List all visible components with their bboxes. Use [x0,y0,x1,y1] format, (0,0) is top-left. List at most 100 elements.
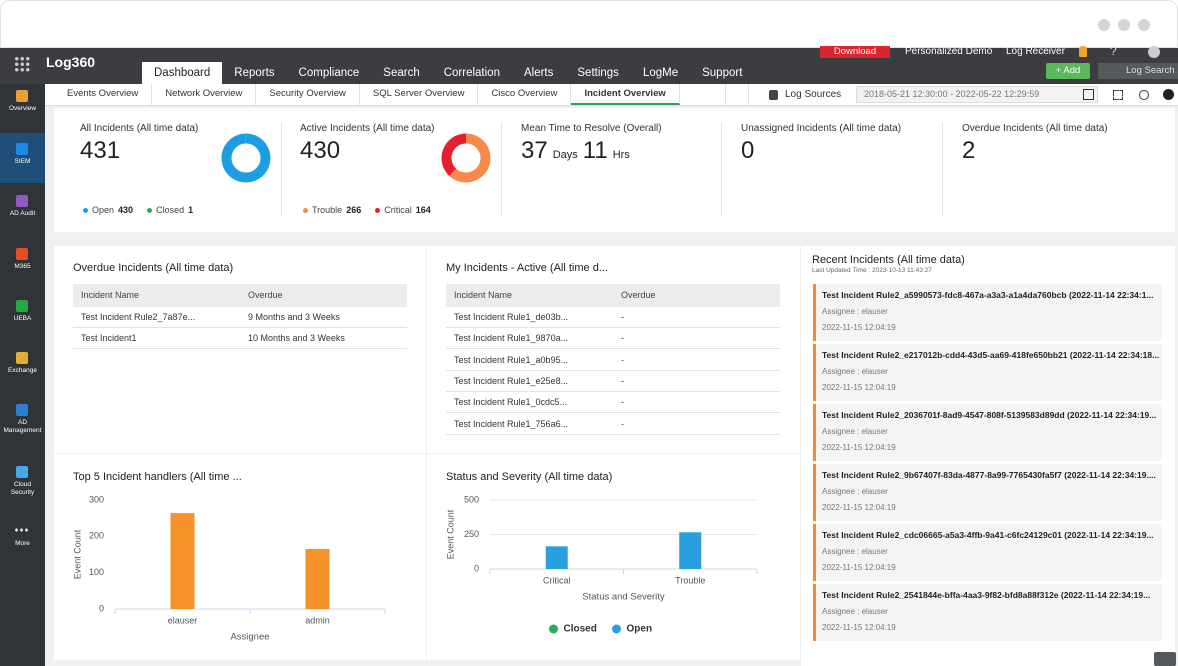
module-icon[interactable] [16,466,28,478]
module-icon[interactable] [16,195,28,207]
incident-card[interactable]: Test Incident Rule2_2036701f-8ad9-4547-8… [813,404,1162,461]
table-cell: Test Incident Rule1_a0b95... [454,354,569,365]
module-icon[interactable] [16,404,28,416]
demo-link[interactable]: Personalized Demo [905,46,993,57]
kpi-separator [281,122,282,217]
incident-assignee: Assignee : elauser [822,427,888,436]
panel-title: My Incidents - Active (All time d... [446,262,608,274]
calendar-icon[interactable] [1083,89,1094,100]
expand-icon[interactable] [1113,90,1123,100]
legend-label: Closed [156,205,185,215]
incident-card[interactable]: Test Incident Rule2_a5990573-fdc8-467a-a… [813,284,1162,341]
main-tab[interactable]: Support [702,67,743,79]
legend-dot [83,207,88,213]
incident-time: 2022-11-15 12:04:19 [822,623,896,632]
module-label[interactable]: AD Audit [9,210,36,217]
legend-value: 430 [118,205,134,215]
incident-card[interactable]: Test Incident Rule2_9b67407f-83da-4877-8… [813,464,1162,521]
kpi-title: Active Incidents (All time data) [300,123,435,134]
more-icon[interactable] [14,527,30,533]
main-tab[interactable]: Compliance [298,67,360,79]
sub-tab[interactable]: Events Overview [54,84,153,105]
kpi-unit: Days [552,149,578,161]
module-icon[interactable] [16,90,28,102]
kpi-unit: Hrs [612,149,630,161]
table-cell: Test Incident Rule1_0cdc5... [454,397,568,408]
module-icon[interactable] [16,143,28,155]
apps-icon[interactable] [14,56,30,72]
table-row [446,350,780,371]
kpi-number: 11 [582,137,608,164]
main-tab[interactable]: Correlation [443,67,500,79]
download-button[interactable]: Download [820,46,890,58]
main-tab[interactable]: Settings [577,67,619,79]
column-header: Overdue [621,290,656,300]
module-icon[interactable] [16,352,28,364]
main-tab[interactable]: LogMe [642,67,679,79]
chat-icon[interactable] [1154,652,1176,666]
main-tab[interactable]: Search [383,67,420,79]
incident-title: Test Incident Rule2_2541844e-bffa-4aa3-9… [822,590,1151,600]
table-cell: Test Incident Rule1_9870a... [454,333,569,344]
sub-tab[interactable]: Network Overview [152,84,257,105]
incident-card[interactable]: Test Incident Rule2_2541844e-bffa-4aa3-9… [813,584,1162,641]
incident-card[interactable]: Test Incident Rule2_e217012b-cdd4-43d5-a… [813,344,1162,401]
user-icon[interactable] [1148,46,1160,58]
sub-tab[interactable]: Security Overview [256,84,360,105]
kpi-value: 430 [300,137,341,164]
last-updated: Last Updated Time : 2023-10-13 11:43:27 [812,267,932,274]
log-receiver-link[interactable]: Log Receiver [1006,46,1065,57]
window-dot[interactable] [1098,19,1110,31]
incident-title: Test Incident Rule2_e217012b-cdd4-43d5-a… [822,350,1160,360]
module-label[interactable]: SIEM [14,158,31,165]
table-cell: - [621,354,624,365]
browser-bar [0,0,1178,48]
main-tab[interactable]: Dashboard [142,62,223,84]
module-icon[interactable] [16,248,28,260]
settings-icon[interactable] [1163,89,1174,100]
main-tabs: Dashboard Reports Compliance Search Correlat… [142,62,754,84]
module-label[interactable]: Cloud Security [10,481,35,496]
window-dot[interactable] [1118,19,1130,31]
table-row [446,414,780,435]
main-tab[interactable]: Reports [234,67,275,79]
module-icon[interactable] [16,300,28,312]
module-label[interactable]: Exchange [8,367,37,374]
dropdown[interactable] [725,84,749,105]
main-tab[interactable]: Alerts [523,67,554,79]
help-icon[interactable]: ? [1110,44,1117,58]
table-row [446,371,780,392]
incident-time: 2022-11-15 12:04:19 [822,383,896,392]
legend-item: Closed 1 [147,204,193,216]
kpi-value: 0 [741,137,755,164]
legend-value: 266 [346,205,362,215]
module-label[interactable]: Overview [8,105,37,112]
table-row [446,392,780,414]
module-label[interactable]: M365 [14,263,31,270]
log-sources[interactable]: Log Sources [785,89,842,100]
log-search[interactable]: Log Search [1098,63,1178,79]
column-header: Incident Name [454,290,513,300]
refresh-icon[interactable] [1139,90,1149,100]
incident-card[interactable]: Test Incident Rule2_cdc06665-a5a3-4ffb-9… [813,524,1162,581]
incident-assignee: Assignee : elauser [822,367,888,376]
top-nav: Log360 Dashboard Reports Compliance Search Co… [0,44,1178,84]
legend-label: Critical [384,205,412,215]
table-header [446,284,780,307]
sub-tab[interactable]: SQL Server Overview [360,84,479,105]
sub-tabs: Events Overview Network Overview Security … [54,84,680,105]
module-label[interactable]: UEBA [13,315,32,322]
add-button[interactable]: + Add [1046,63,1090,79]
sub-tab[interactable]: Cisco Overview [478,84,572,105]
incident-title: Test Incident Rule2_cdc06665-a5a3-4ffb-9… [822,530,1154,540]
table-header [73,284,407,307]
sub-tab[interactable]: Incident Overview [571,84,680,105]
module-label[interactable]: AD Management [3,419,42,434]
module-label[interactable]: More [15,540,30,547]
window-dot[interactable] [1138,19,1150,31]
incident-title: Test Incident Rule2_9b67407f-83da-4877-8… [822,470,1156,480]
notification-icon[interactable] [1079,46,1087,57]
kpi-value: 2 [962,137,976,164]
date-range[interactable]: 2018-05-21 12:30:00 - 2022-05-22 12:29:5… [856,86,1098,103]
